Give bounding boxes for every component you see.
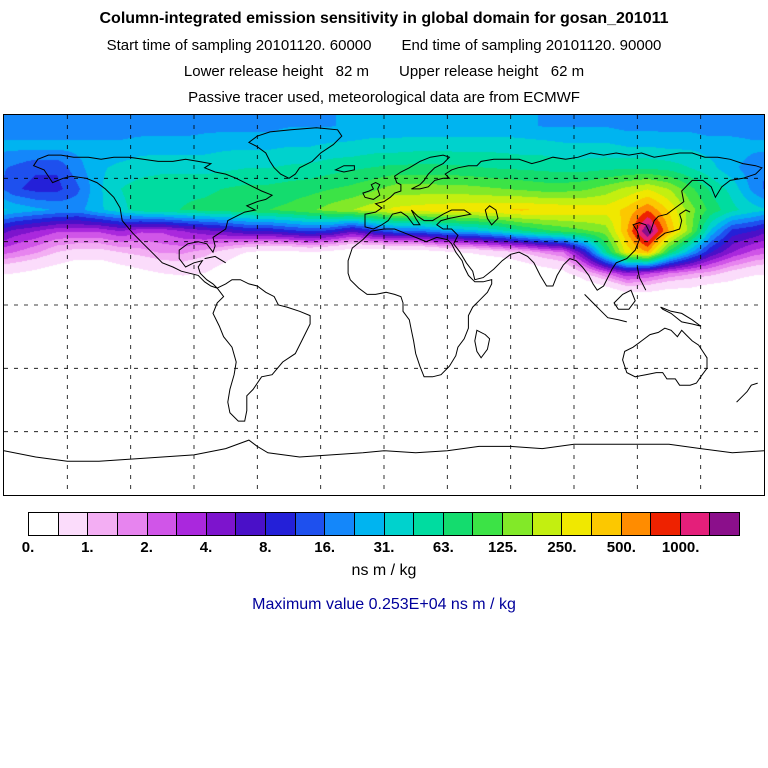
- colorbar-segment: [265, 513, 295, 535]
- coastline-cuba: [204, 255, 226, 264]
- colorbar-tick: 2.: [140, 539, 153, 556]
- colorbar-segment: [235, 513, 265, 535]
- colorbar-segment: [116, 513, 147, 535]
- colorbar-tick: 8.: [259, 539, 272, 556]
- colorbar-segment: [650, 513, 680, 535]
- colorbar-segment: [502, 513, 532, 535]
- coastline-south-america: [212, 279, 311, 422]
- colorbar-tick: 0.: [21, 539, 35, 556]
- colorbar-segment: [57, 513, 88, 535]
- figure-title: Column-integrated emission sensitivity i…: [99, 10, 669, 27]
- colorbar-segment: [205, 513, 236, 535]
- lower-release-text: Lower release height 82 m: [183, 63, 369, 80]
- colorbar-segment: [176, 513, 206, 535]
- colorbar-segment: [146, 513, 177, 535]
- coastline-sumatra-java: [584, 294, 627, 323]
- coastline-eurasia: [364, 152, 763, 291]
- colorbar-segment: [590, 513, 621, 535]
- colorbar-units: ns m / kg: [351, 562, 417, 579]
- coastline-africa: [347, 228, 493, 378]
- upper-release-text: Upper release height 62 m: [399, 63, 585, 80]
- coastline-australia: [622, 327, 708, 386]
- colorbar-tick: 4.: [199, 539, 213, 556]
- colorbar-segments: [28, 512, 740, 536]
- figure: Column-integrated emission sensitivity i…: [0, 0, 768, 614]
- colorbar-segment: [561, 513, 591, 535]
- tracer-info-line: Passive tracer used, meteorological data…: [188, 89, 580, 106]
- coastline-madagascar: [474, 329, 491, 359]
- colorbar-tick: 1000.: [661, 539, 700, 556]
- colorbar-segment: [620, 513, 651, 535]
- coastline-north-america: [32, 154, 274, 289]
- coastline-japan: [655, 209, 691, 240]
- colorbar-segment: [413, 513, 443, 535]
- coastline-britain: [362, 182, 381, 200]
- coastline-antarctica: [4, 439, 764, 462]
- coastline-philippines: [636, 266, 647, 291]
- colorbar-tick: 31.: [373, 539, 395, 556]
- colorbar-segment: [383, 513, 414, 535]
- colorbar-segment: [709, 513, 739, 535]
- end-time-text: End time of sampling 20101120. 90000: [401, 37, 662, 54]
- coastline-caspian-sea: [484, 205, 499, 226]
- colorbar-segment: [472, 513, 502, 535]
- colorbar-tick: 1.: [81, 539, 94, 556]
- colorbar-tick: 250.: [547, 539, 577, 556]
- colorbar-segment: [324, 513, 354, 535]
- colorbar: 0. 1. 2. 4. 8. 16. 31. 63. 125. 250. 500. 1000. ns …: [22, 512, 740, 614]
- figure-header: Column-integrated emission sensitivity i…: [0, 0, 768, 106]
- max-value-label: Maximum value 0.253E+04 ns m / kg: [252, 596, 516, 613]
- release-heights-line: Lower release height 82 m Upper release h…: [0, 63, 768, 80]
- colorbar-tick: 125.: [488, 539, 518, 556]
- colorbar-segment: [294, 513, 325, 535]
- colorbar-segment: [442, 513, 473, 535]
- world-map: [3, 114, 765, 496]
- colorbar-segment: [353, 513, 384, 535]
- colorbar-segment: [531, 513, 562, 535]
- coastline-greenland: [247, 127, 343, 179]
- colorbar-tick: 63.: [432, 539, 454, 556]
- colorbar-tick: 500.: [606, 539, 636, 556]
- sampling-times-line: Start time of sampling 20101120. 60000 En…: [0, 37, 768, 54]
- colorbar-segment: [679, 513, 710, 535]
- coastline-iceland: [333, 165, 355, 173]
- colorbar-segment: [87, 513, 117, 535]
- map-overlay: [4, 115, 764, 495]
- coastline-new-zealand: [736, 382, 758, 403]
- coastline-borneo: [613, 289, 636, 310]
- start-time-text: Start time of sampling 20101120. 60000: [106, 37, 372, 54]
- colorbar-tick-labels: 0. 1. 2. 4. 8. 16. 31. 63. 125. 250. 500. 1000.: [22, 536, 740, 556]
- colorbar-segment: [29, 513, 58, 535]
- colorbar-tick: 16.: [314, 539, 336, 556]
- coastline-new-guinea: [660, 306, 701, 327]
